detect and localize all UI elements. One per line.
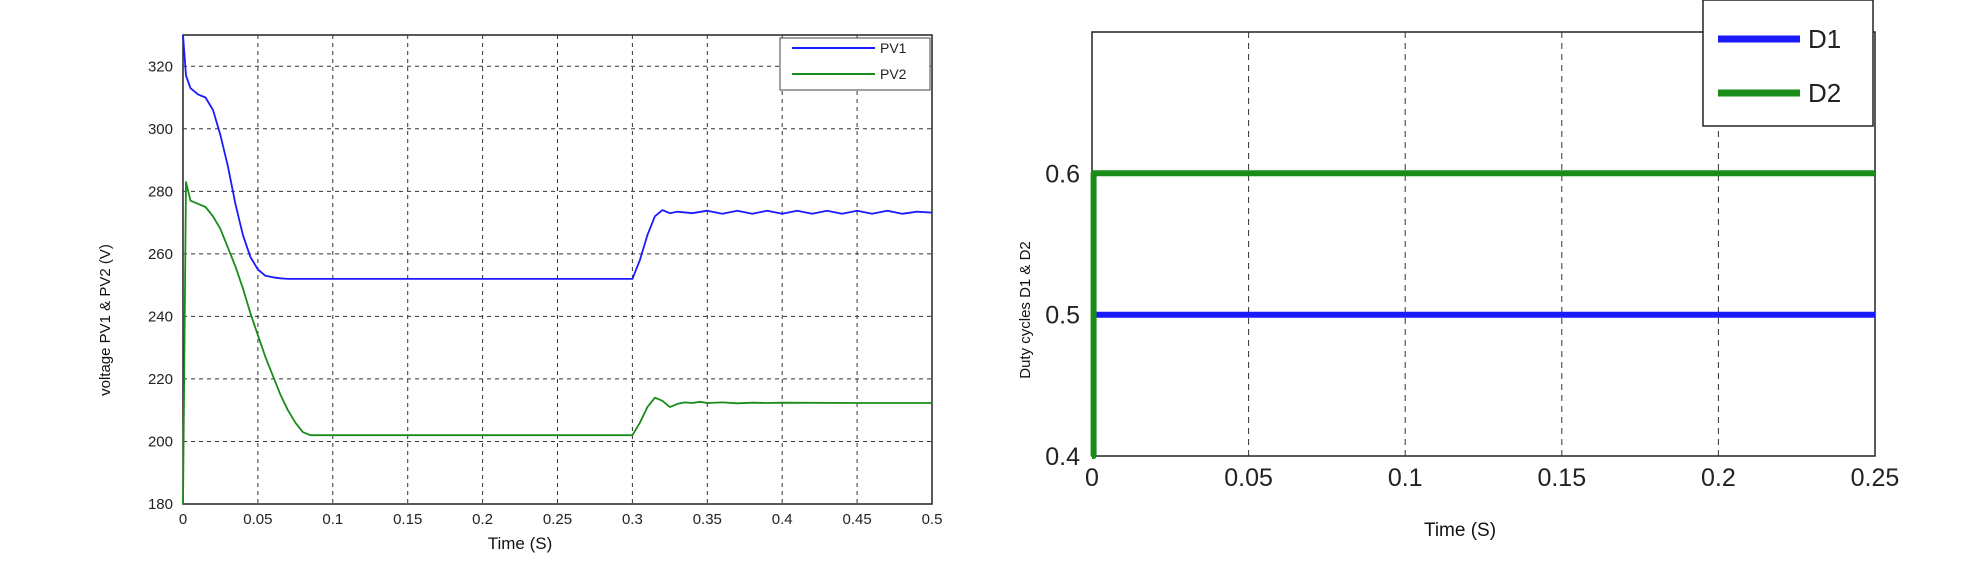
y-tick-label: 240 [148,308,173,325]
x-tick-label: 0.35 [693,511,722,528]
y-tick-label: 260 [148,246,173,263]
y-tick-label: 0.4 [1045,443,1080,471]
legend: D1 D2 [1702,0,1874,127]
y-tick-label: 180 [148,496,173,513]
legend-box [1702,0,1874,127]
y-tick-labels: 180 200 220 240 260 280 300 320 [148,58,173,513]
x-tick-label: 0.45 [842,511,871,528]
y-tick-label: 220 [148,371,173,388]
x-tick-label: 0.5 [922,511,943,528]
y-tick-labels: 0.4 0.5 0.6 [1045,160,1080,471]
x-tick-label: 0.05 [243,511,272,528]
x-tick-label: 0.15 [393,511,422,528]
duty-cycle-chart: 0 0.05 0.1 0.15 0.2 0.25 0.4 0.5 0.6 Time (S) D… [1017,0,1899,541]
x-tick-label: 0.4 [772,511,793,528]
y-axis-title: voltage PV1 & PV2 (V) [97,244,114,396]
legend-label-d1: D1 [1808,24,1841,54]
x-tick-label: 0.3 [622,511,643,528]
series-line-d2 [1090,170,1875,459]
legend-label-d2: D2 [1808,78,1841,108]
series-line-pv2 [182,181,932,505]
x-tick-labels: 0 0.05 0.1 0.15 0.2 0.25 [1085,464,1899,492]
x-tick-label: 0.2 [472,511,493,528]
x-axis-title: Time (S) [1424,520,1496,541]
x-tick-label: 0 [179,511,187,528]
y-tick-label: 280 [148,183,173,200]
x-tick-label: 0.2 [1701,464,1736,492]
y-tick-label: 320 [148,58,173,75]
x-tick-label: 0.1 [1388,464,1423,492]
x-tick-label: 0.1 [322,511,343,528]
series-line-pv1 [182,34,933,280]
x-tick-label: 0.05 [1224,464,1273,492]
legend: PV1 PV2 [779,37,931,91]
series-lines [182,34,933,505]
x-axis-title: Time (S) [488,534,553,553]
legend-box [779,37,931,91]
x-tick-label: 0.15 [1537,464,1586,492]
y-tick-label: 200 [148,433,173,450]
pv-voltage-chart: 0 0.05 0.1 0.15 0.2 0.25 0.3 0.35 0.4 0.45 0.5 180… [97,34,943,553]
y-axis-title: Duty cycles D1 & D2 [1017,241,1034,379]
y-tick-label: 0.5 [1045,302,1080,330]
legend-label-pv2: PV2 [880,66,907,82]
legend-label-pv1: PV1 [880,40,907,56]
x-tick-labels: 0 0.05 0.1 0.15 0.2 0.25 0.3 0.35 0.4 0.45 0.5 [179,511,943,528]
y-tick-label: 300 [148,121,173,138]
x-tick-label: 0 [1085,464,1099,492]
x-tick-label: 0.25 [543,511,572,528]
y-tick-label: 0.6 [1045,160,1080,188]
series-lines [1090,170,1875,459]
x-tick-label: 0.25 [1851,464,1900,492]
